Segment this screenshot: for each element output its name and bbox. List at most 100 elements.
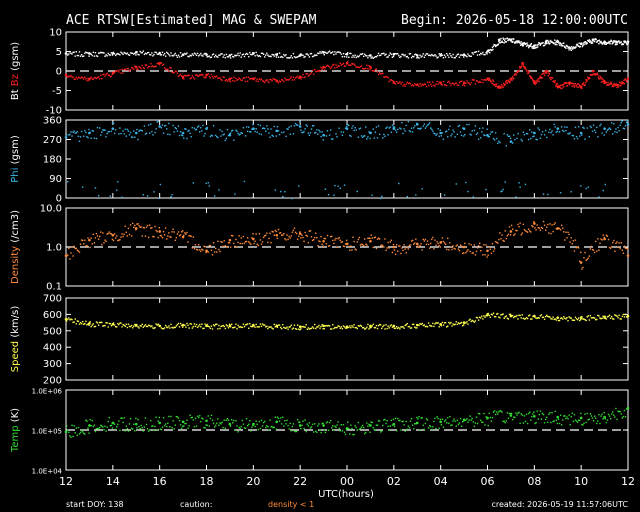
data-point bbox=[503, 240, 505, 242]
data-point bbox=[575, 136, 578, 138]
data-point bbox=[481, 78, 483, 81]
data-point bbox=[233, 76, 235, 79]
data-point bbox=[394, 129, 397, 131]
data-point bbox=[241, 54, 244, 56]
data-point bbox=[603, 236, 605, 239]
data-point bbox=[348, 64, 350, 66]
data-point bbox=[374, 131, 377, 133]
data-point bbox=[578, 83, 580, 86]
y-axis-label-part: Speed bbox=[10, 341, 21, 372]
data-point bbox=[206, 126, 208, 129]
data-point bbox=[208, 75, 211, 78]
data-point bbox=[114, 428, 117, 431]
data-point bbox=[179, 52, 182, 54]
data-point bbox=[257, 326, 259, 328]
data-point bbox=[397, 327, 399, 330]
data-point bbox=[602, 189, 604, 192]
data-point bbox=[289, 422, 291, 425]
data-point bbox=[516, 42, 518, 44]
data-point bbox=[237, 78, 239, 81]
data-point bbox=[422, 324, 424, 327]
data-point bbox=[480, 137, 482, 139]
data-point bbox=[436, 322, 438, 324]
data-point bbox=[497, 43, 500, 45]
data-point bbox=[268, 237, 270, 240]
data-point bbox=[422, 84, 424, 86]
data-point bbox=[609, 40, 612, 43]
data-point bbox=[176, 324, 179, 326]
data-point bbox=[294, 122, 297, 125]
data-point bbox=[333, 53, 335, 56]
data-point bbox=[207, 182, 209, 184]
data-point bbox=[471, 417, 473, 420]
data-point bbox=[351, 249, 353, 251]
data-point bbox=[96, 235, 99, 237]
data-point bbox=[525, 316, 528, 319]
data-point bbox=[88, 128, 90, 131]
data-point bbox=[217, 240, 219, 243]
data-point bbox=[582, 42, 585, 44]
data-point bbox=[536, 410, 538, 412]
data-point bbox=[624, 313, 627, 316]
data-point bbox=[475, 250, 478, 253]
data-point bbox=[456, 133, 459, 136]
data-point bbox=[76, 54, 79, 57]
data-point bbox=[92, 323, 95, 325]
data-point bbox=[272, 231, 274, 233]
data-point bbox=[547, 193, 549, 196]
data-point bbox=[538, 317, 540, 319]
data-point bbox=[582, 266, 584, 269]
y-tick-label: -10 bbox=[46, 106, 62, 117]
data-point bbox=[339, 239, 341, 242]
data-point bbox=[180, 134, 183, 136]
data-point bbox=[361, 243, 364, 246]
data-point bbox=[377, 52, 380, 55]
data-point bbox=[161, 237, 164, 239]
data-point-sample bbox=[181, 323, 185, 327]
data-point bbox=[202, 327, 204, 330]
data-point bbox=[376, 327, 379, 330]
data-point-sample bbox=[626, 77, 630, 81]
data-point bbox=[188, 235, 190, 237]
data-point-sample bbox=[158, 230, 161, 233]
data-point bbox=[291, 425, 294, 428]
data-point bbox=[224, 327, 226, 330]
data-point-sample bbox=[415, 242, 419, 246]
data-point bbox=[122, 323, 124, 326]
data-point bbox=[122, 421, 124, 424]
data-point bbox=[77, 250, 80, 252]
data-point bbox=[166, 238, 168, 240]
data-point bbox=[513, 41, 515, 44]
y-tick-label: 360 bbox=[43, 116, 62, 127]
data-point bbox=[390, 53, 393, 56]
data-point bbox=[149, 324, 151, 327]
data-point bbox=[468, 319, 470, 322]
data-point bbox=[133, 423, 135, 425]
data-point bbox=[186, 52, 188, 54]
data-point bbox=[392, 80, 395, 83]
data-point bbox=[415, 327, 417, 329]
data-point bbox=[441, 132, 444, 134]
data-point bbox=[306, 125, 308, 128]
data-point bbox=[432, 426, 434, 428]
data-point bbox=[245, 52, 248, 55]
data-point bbox=[387, 77, 389, 79]
x-tick-label: 08 bbox=[527, 475, 541, 488]
data-point bbox=[532, 45, 534, 48]
data-point bbox=[504, 38, 506, 40]
data-point bbox=[358, 236, 361, 239]
data-point bbox=[518, 40, 520, 42]
data-point bbox=[543, 44, 546, 47]
data-point bbox=[334, 326, 336, 329]
data-point bbox=[533, 79, 535, 82]
data-point bbox=[569, 132, 571, 134]
data-point bbox=[217, 328, 219, 330]
data-point bbox=[402, 53, 404, 56]
data-point bbox=[369, 431, 371, 433]
data-point bbox=[323, 429, 325, 431]
data-point bbox=[149, 132, 151, 134]
data-point bbox=[539, 75, 542, 78]
data-point bbox=[171, 231, 173, 233]
data-point bbox=[320, 325, 322, 328]
data-point bbox=[548, 316, 550, 318]
